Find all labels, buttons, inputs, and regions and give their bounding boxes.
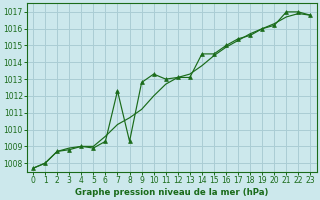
X-axis label: Graphe pression niveau de la mer (hPa): Graphe pression niveau de la mer (hPa) — [75, 188, 268, 197]
